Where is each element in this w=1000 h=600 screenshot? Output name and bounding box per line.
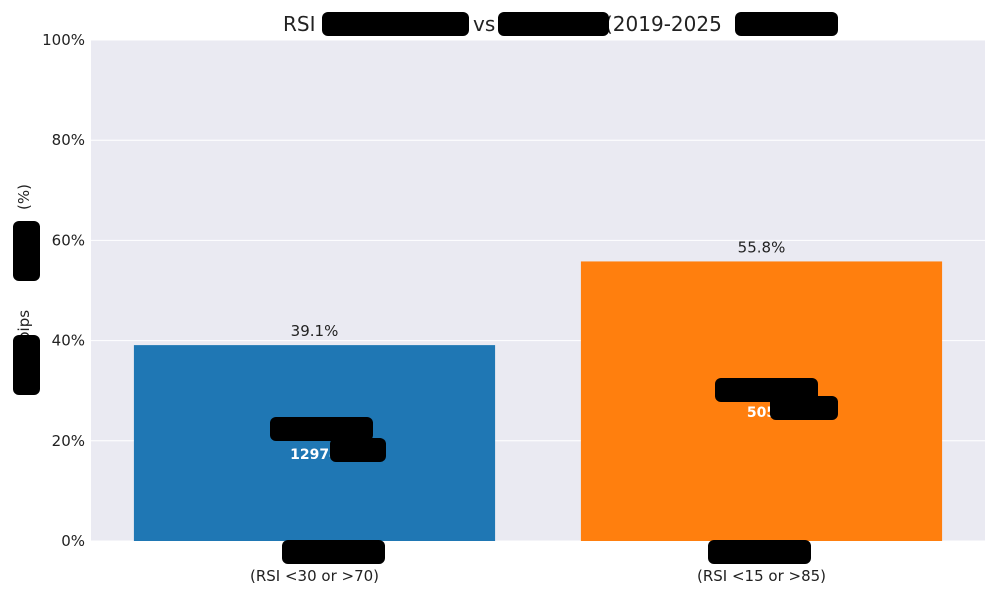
chart-title-years: (2019-2025	[605, 12, 722, 36]
redactions	[13, 12, 838, 564]
y-axis-ticks: 0% 20% 40% 60% 80% 100%	[42, 31, 85, 550]
redaction-box	[770, 396, 838, 420]
y-tick-label: 100%	[42, 31, 85, 49]
y-tick-label: 60%	[52, 231, 85, 249]
redaction-box	[13, 221, 40, 281]
y-axis-label-unit: (%)	[15, 184, 33, 210]
bar-value-label: 55.8%	[738, 238, 786, 256]
bar	[133, 345, 496, 541]
y-tick-label: 40%	[52, 332, 85, 350]
redaction-box	[498, 12, 609, 36]
y-tick-label: 20%	[52, 432, 85, 450]
in-bar-labels: 12974 505	[290, 405, 776, 463]
bar-value-label: 39.1%	[291, 322, 339, 340]
value-labels: 39.1% 55.8%	[291, 238, 786, 340]
redaction-box	[708, 540, 811, 564]
chart-title: RSI	[283, 12, 316, 36]
redaction-box	[282, 540, 385, 564]
redaction-box	[330, 438, 386, 462]
redaction-box	[322, 12, 469, 36]
redaction-box	[735, 12, 838, 36]
chart-title-vs: vs	[473, 12, 495, 36]
y-tick-label: 80%	[52, 131, 85, 149]
redaction-box	[13, 335, 40, 395]
redaction-box	[270, 417, 373, 441]
x-axis-ticks: (RSI <30 or >70) (RSI <15 or >85)	[250, 567, 826, 585]
x-tick-label: (RSI <30 or >70)	[250, 567, 379, 585]
x-tick-label: (RSI <15 or >85)	[697, 567, 826, 585]
bar-count-label: 505	[747, 405, 776, 421]
y-tick-label: 0%	[61, 532, 85, 550]
bar-count-label: 12974	[290, 447, 339, 463]
